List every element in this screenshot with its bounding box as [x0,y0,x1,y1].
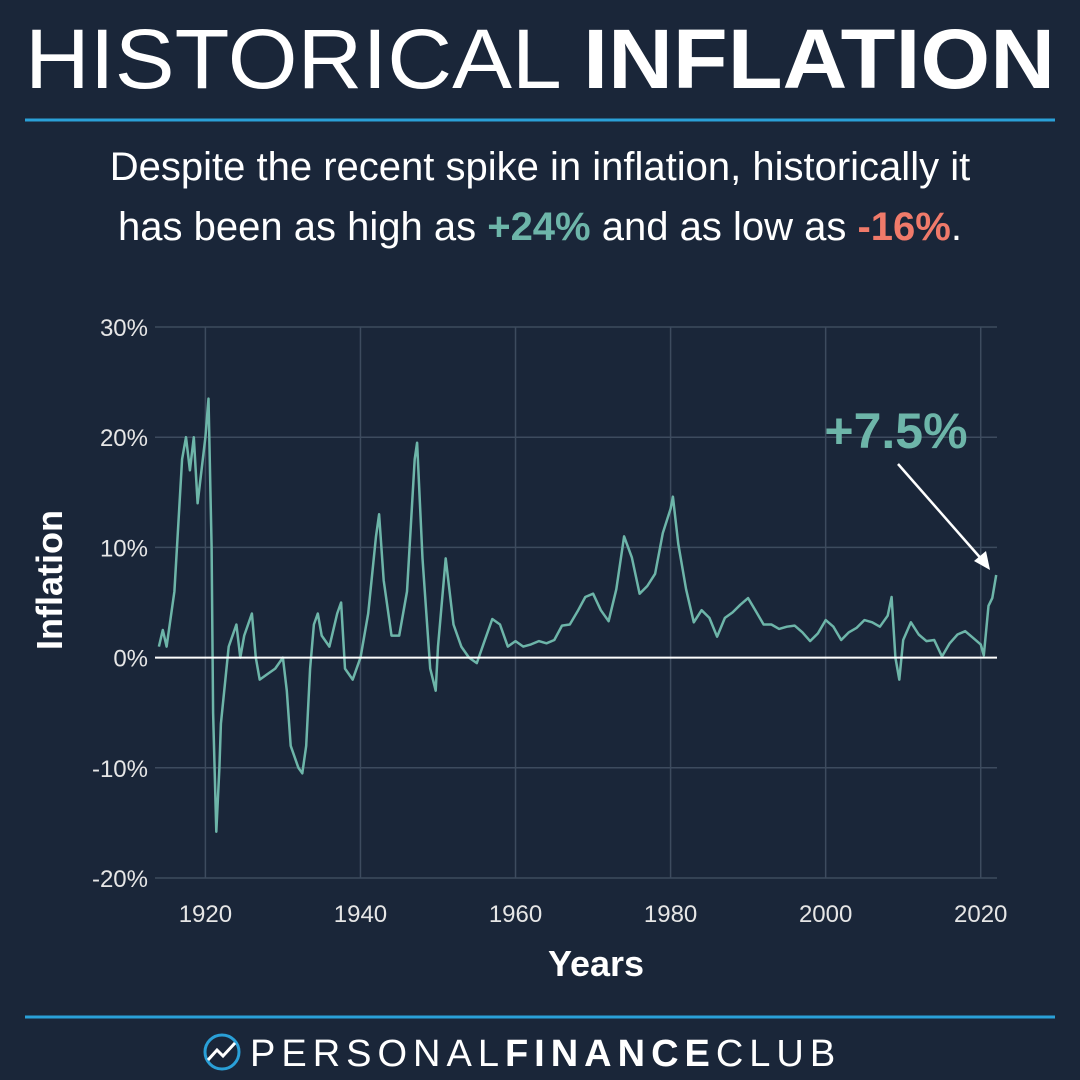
footer-text: PERSONAL [250,1033,505,1075]
y-axis-label: Inflation [29,510,70,650]
x-tick-label: 1960 [489,901,542,928]
y-tick-label: -20% [92,866,148,893]
subtitle-text: and as low as [591,205,858,249]
y-tick-label: 0% [113,646,148,673]
annotation-arrow [897,463,985,563]
x-tick-label: 2000 [799,901,852,928]
y-tick-label: 20% [100,425,148,452]
line [157,397,998,833]
x-tick-label: 1980 [644,901,697,928]
subtitle-low: -16% [857,205,950,249]
logo [203,1033,241,1071]
title-light: HISTORICAL [25,12,562,106]
subtitle-line: Despite the recent spike in inflation, h… [110,145,970,189]
x-axis-label: Years [548,943,644,984]
title: HISTORICAL INFLATION [25,12,1055,106]
footer: PERSONALFINANCECLUB [250,1033,841,1075]
arrow-head [974,551,990,570]
subtitle-text: has been as high as [118,205,487,249]
x-tick-label: 2020 [954,901,1007,928]
y-tick-label: -10% [92,756,148,783]
y-tick-label: 10% [100,535,148,562]
title-bold: INFLATION [583,12,1055,106]
footer-text: CLUB [716,1033,841,1075]
plot: 1920 1940 1960 1980 2000 2020 30% 20% 10% 0% -10% -… [92,315,1007,928]
logo-circle [203,1033,241,1071]
x-tick-label: 1920 [179,901,232,928]
logo-arrow [206,1041,237,1062]
annotation: +7.5% [824,403,967,459]
y-tick-label: 30% [100,315,148,342]
x-tick-label: 1940 [334,901,387,928]
subtitle-text: Despite the recent spike in inflation, h… [110,145,970,189]
subtitle-high: +24% [487,205,590,249]
subtitle-line: has been as high as +24% and as low as -… [118,205,962,249]
subtitle-text: . [951,205,962,249]
footer-text: FINANCE [505,1033,716,1075]
